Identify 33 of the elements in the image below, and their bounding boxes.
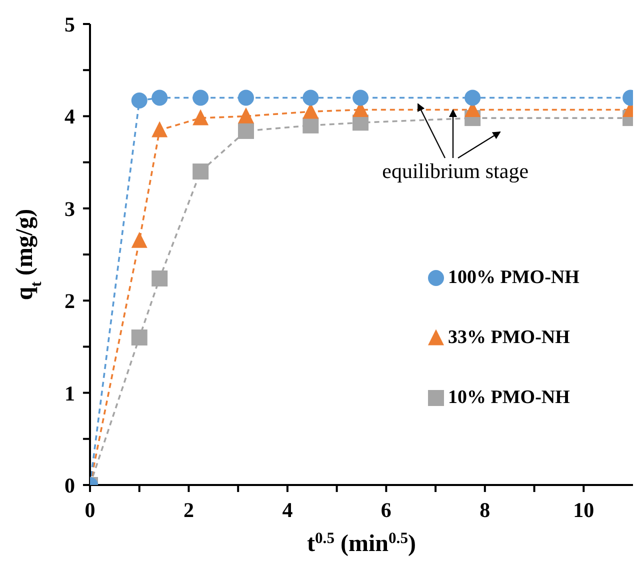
point: [152, 270, 168, 286]
point: [302, 117, 319, 134]
y-tick-label: 2: [64, 289, 75, 314]
point: [302, 90, 319, 106]
x-tick-label: 6: [380, 498, 392, 522]
point: [352, 90, 369, 106]
point: [192, 109, 209, 126]
point: [238, 107, 254, 124]
y-tick-label: 5: [64, 12, 75, 36]
point: [131, 92, 148, 109]
x-tick-label: 8: [480, 498, 490, 522]
point: [131, 232, 148, 248]
y-tick-label: 1: [64, 381, 75, 406]
point: [464, 90, 481, 106]
y-tick-label: 3: [64, 196, 75, 221]
y-tick-label: 0: [64, 473, 75, 498]
y-tick-label: 4: [64, 104, 76, 129]
legend-label: 33% PMO-NH: [448, 327, 570, 349]
x-tick-label: 4: [282, 498, 294, 522]
x-tick-label: 10: [573, 498, 594, 522]
point: [152, 121, 168, 138]
point: [152, 90, 168, 106]
x-tick-label: 0: [84, 498, 96, 522]
annotation: equilibrium stage: [381, 158, 530, 184]
point: [192, 90, 209, 106]
point: [131, 329, 148, 346]
point: [192, 164, 209, 180]
x-axis-title: t$^{0.5}$ (min$^{0.5}$): [307, 530, 416, 557]
point: [238, 90, 254, 106]
legend-label: 10% PMO-NH: [448, 387, 570, 409]
legend-label: 100% PMO-NH: [448, 267, 580, 289]
point: [238, 122, 254, 139]
x-tick-label: 2: [183, 498, 194, 522]
